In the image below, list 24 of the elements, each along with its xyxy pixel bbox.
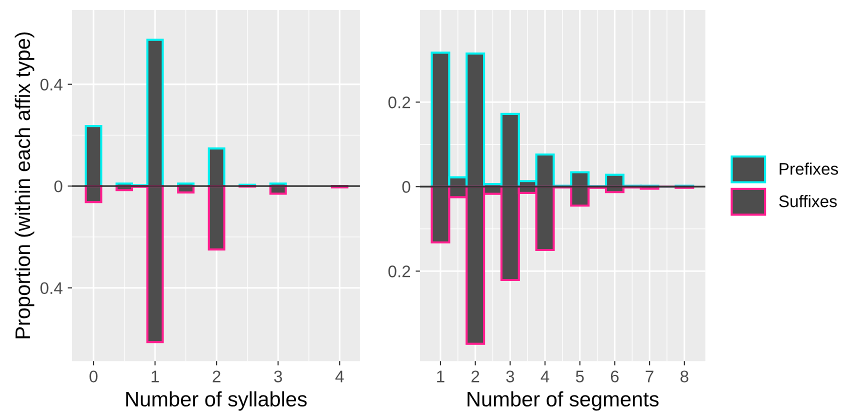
y-tick-label: 0.2 [388,96,410,108]
y-tick-label: 0 [402,181,410,193]
x-tick-label: 0 [90,370,98,382]
y-tick-label: 0.2 [388,266,410,278]
x-tick-label: 2 [472,370,480,382]
x-tick-label: 2 [212,370,220,382]
x-tick-label: 1 [152,370,159,382]
x-axis-title: Number of segments [468,391,659,411]
x-tick-label: 5 [576,370,584,382]
x-tick-label: 1 [437,370,444,382]
x-tick-label: 8 [680,370,688,382]
x-tick-label: 4 [335,370,344,382]
legend-label: Suffixes [779,194,837,208]
y-axis-title: Proportion (within each affix type) [14,32,34,338]
y-tick-label: 0.4 [40,282,62,294]
legend-label: Prefixes [780,162,838,175]
x-tick-label: 7 [646,370,654,382]
x-tick-label: 3 [506,370,514,382]
x-tick-label: 4 [540,370,550,382]
x-axis-title: Number of syllables [126,391,307,411]
x-tick-label: 6 [610,370,619,382]
y-tick-label: 0.4 [40,78,62,91]
y-tick-label: 0 [54,180,62,192]
x-tick-label: 3 [274,370,282,382]
